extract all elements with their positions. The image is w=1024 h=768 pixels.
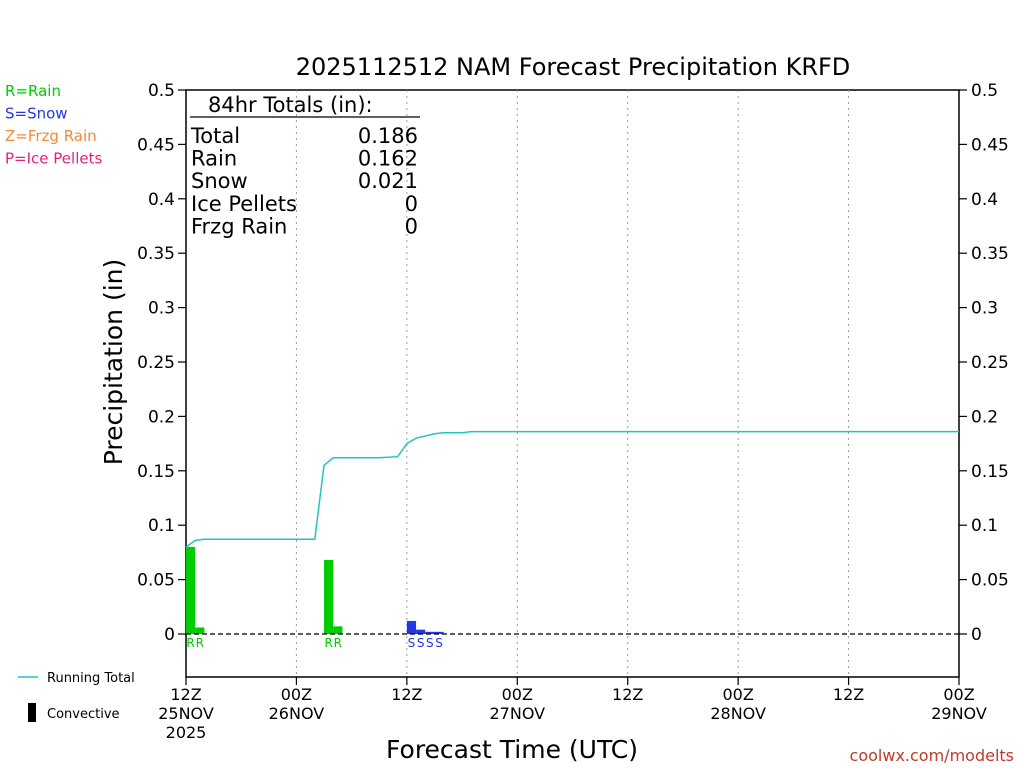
x-tick-date: 29NOV [931, 704, 987, 723]
y-tick-label-right: 0.25 [971, 353, 1009, 373]
rain-ptype-label: R [186, 636, 194, 650]
y-tick-label-left: 0.1 [148, 516, 175, 536]
totals-row-value: 0.162 [358, 147, 418, 171]
ptype-legend: R=Rain S=Snow Z=Frzg Rain P=Ice Pellets [5, 82, 102, 168]
totals-row-label: Rain [191, 147, 237, 171]
y-tick-label-right: 0.15 [971, 462, 1009, 482]
running-total-line [185, 430, 959, 548]
totals-row-label: Ice Pellets [191, 192, 297, 216]
rain-bar [195, 627, 205, 634]
y-tick-label-right: 0.45 [971, 135, 1009, 155]
y-tick-label-right: 0.5 [971, 81, 998, 101]
snow-bar [425, 631, 435, 634]
y-tick-label-left: 0.15 [137, 462, 175, 482]
x-axis-label: Forecast Time (UTC) [386, 735, 638, 764]
x-tick-date: 28NOV [710, 704, 766, 723]
totals-row-label: Frzg Rain [191, 214, 287, 238]
running-total-legend-label: Running Total [47, 671, 135, 686]
convective-legend-label: Convective [47, 707, 120, 722]
y-tick-label-left: 0.05 [137, 571, 175, 591]
rain-ptype-label: R [196, 636, 204, 650]
ptype-legend-snow: S=Snow [5, 105, 68, 123]
snow-bar [416, 629, 426, 634]
rain-bar [333, 626, 343, 634]
totals-row-value: 0 [405, 214, 418, 238]
y-tick-label-right: 0 [971, 625, 982, 645]
x-tick-label: 12Z [833, 685, 864, 704]
ptype-legend-rain: R=Rain [5, 82, 61, 100]
series-legend: Running Total Convective [18, 671, 135, 722]
y-tick-label-right: 0.35 [971, 244, 1009, 264]
x-tick-date: 25NOV [158, 704, 214, 723]
x-tick-label: 12Z [170, 685, 201, 704]
rain-bar [186, 546, 196, 634]
chart-title: 2025112512 NAM Forecast Precipitation KR… [296, 53, 851, 81]
credit-text: coolwx.com/modelts [850, 746, 1014, 765]
plot-frame [185, 89, 960, 678]
y-tick-label-left: 0.3 [148, 299, 175, 319]
totals-row-value: 0.186 [358, 124, 418, 148]
snow-bar [406, 620, 417, 634]
x-tick-label: 00Z [943, 685, 974, 704]
x-tick-label: 00Z [502, 685, 533, 704]
y-tick-label-left: 0.35 [137, 244, 175, 264]
y-axis-label: Precipitation (in) [99, 259, 128, 466]
rain-ptype-label: R [324, 636, 332, 650]
rain-ptype-label: R [334, 636, 342, 650]
y-tick-label-left: 0.45 [137, 135, 175, 155]
x-tick-date: 26NOV [269, 704, 325, 723]
snow-ptype-label: S [408, 636, 416, 650]
totals-row-label: Snow [191, 169, 248, 193]
y-tick-label-right: 0.05 [971, 571, 1009, 591]
totals-box: 84hr Totals (in): Total 0.186 Rain 0.162 Sno… [190, 93, 420, 238]
totals-row-value: 0 [405, 192, 418, 216]
y-tick-label-right: 0.3 [971, 299, 998, 319]
y-tick-label-left: 0 [164, 625, 175, 645]
y-tick-label-right: 0.2 [971, 407, 998, 427]
precip-bars [186, 546, 444, 634]
y-tick-label-left: 0.25 [137, 353, 175, 373]
y-axis-ticks: 0 00.05 0.050.1 0.10.15 0.150.2 0.20.25 0.250.… [137, 81, 1009, 645]
snow-ptype-label: S [435, 636, 443, 650]
x-tick-label: 12Z [612, 685, 643, 704]
totals-row-value: 0.021 [358, 169, 418, 193]
ptype-legend-ice: P=Ice Pellets [5, 150, 102, 168]
y-tick-label-right: 0.1 [971, 516, 998, 536]
convective-swatch [28, 703, 36, 722]
y-tick-label-left: 0.4 [148, 190, 175, 210]
y-tick-label-left: 0.5 [148, 81, 175, 101]
ptype-legend-frzg: Z=Frzg Rain [5, 127, 97, 145]
x-tick-label: 12Z [391, 685, 422, 704]
x-tick-date: 27NOV [489, 704, 545, 723]
snow-bar [434, 631, 444, 634]
totals-row-label: Total [190, 124, 240, 148]
x-tick-year: 2025 [166, 723, 207, 742]
snow-ptype-label: S [417, 636, 425, 650]
rain-bar [324, 560, 334, 634]
snow-ptype-label: S [426, 636, 434, 650]
x-tick-label: 00Z [722, 685, 753, 704]
y-tick-label-right: 0.4 [971, 190, 998, 210]
x-tick-label: 00Z [281, 685, 312, 704]
totals-heading: 84hr Totals (in): [208, 93, 373, 117]
y-tick-label-left: 0.2 [148, 407, 175, 427]
grid-lines [295, 90, 850, 677]
